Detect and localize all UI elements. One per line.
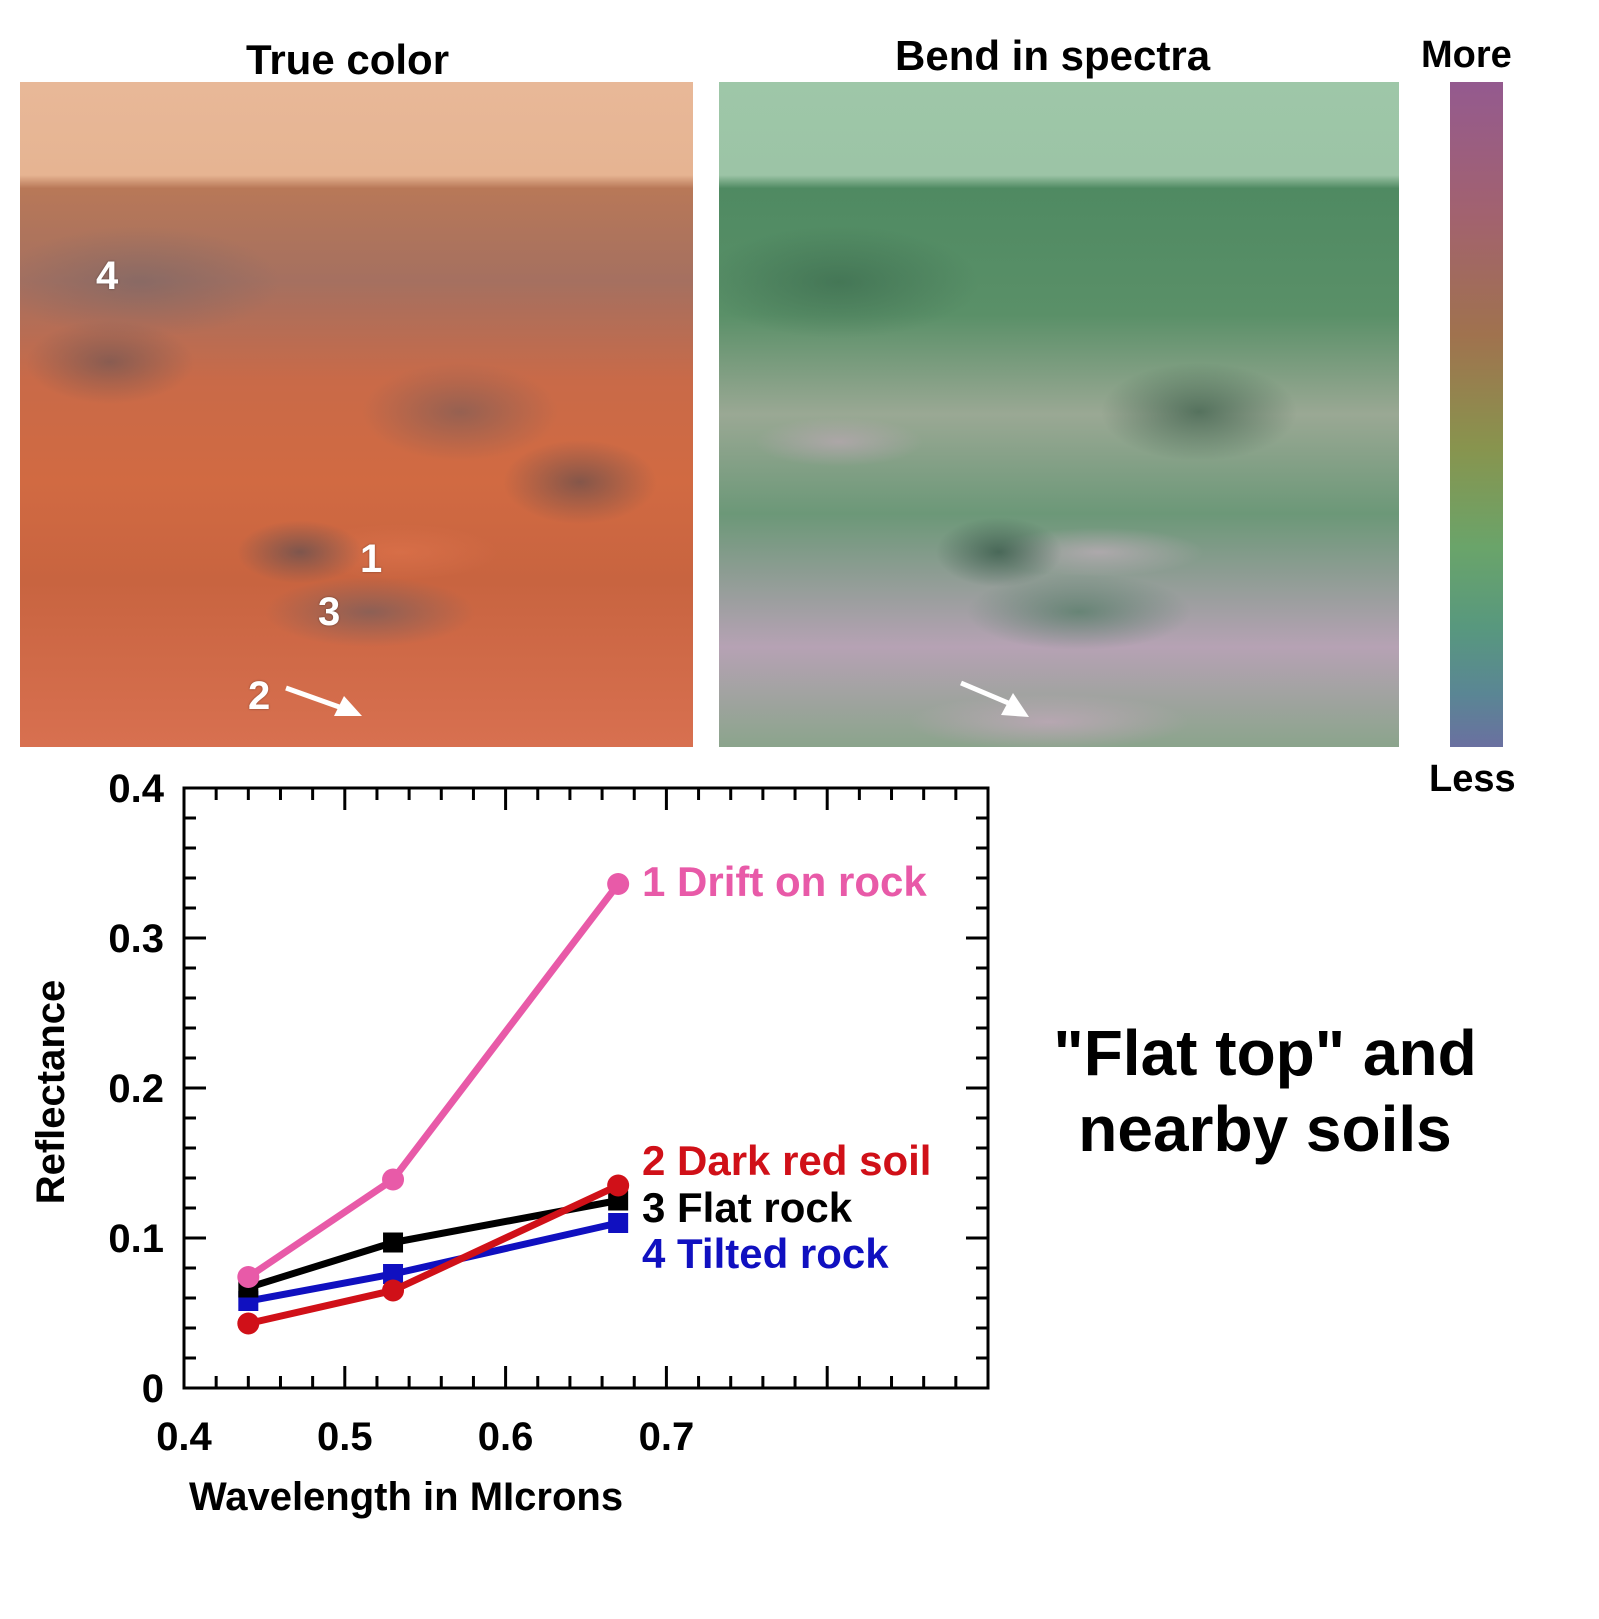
legend-label: 2 Dark red soil: [642, 1137, 931, 1184]
legend-label: 1 Drift on rock: [642, 858, 927, 905]
bend-in-spectra-image: [719, 82, 1399, 747]
caption-line-1: "Flat top" and: [1053, 1017, 1477, 1089]
bend-in-spectra-title: Bend in spectra: [895, 32, 1211, 79]
x-axis-label: Wavelength in MIcrons: [189, 1475, 623, 1519]
data-point: [237, 1266, 260, 1288]
data-point: [608, 1213, 629, 1233]
caption: "Flat top" and nearby soils: [1030, 1015, 1500, 1167]
label-3: 3: [318, 590, 341, 634]
label-4: 4: [96, 254, 119, 298]
y-tick-label: 0.4: [108, 767, 164, 811]
legend-label: 3 Flat rock: [642, 1184, 853, 1231]
x-tick-label: 0.4: [156, 1415, 212, 1459]
y-tick-label: 0.2: [108, 1067, 164, 1111]
arrow-icon: [285, 685, 362, 716]
caption-line-2: nearby soils: [1078, 1093, 1452, 1165]
y-axis-label: Reflectance: [29, 980, 73, 1205]
label-2: 2: [248, 674, 271, 718]
y-tick-label: 0: [142, 1367, 164, 1411]
y-tick-label: 0.1: [108, 1217, 164, 1261]
x-tick-label: 0.5: [317, 1415, 373, 1459]
data-point: [382, 1168, 405, 1191]
data-point: [382, 1279, 405, 1302]
series-line: [247, 1182, 620, 1327]
series-line: [246, 881, 621, 1280]
data-point: [607, 1174, 630, 1197]
data-point: [608, 1190, 629, 1211]
colorbar: [1450, 82, 1503, 747]
data-point: [383, 1264, 404, 1284]
data-point: [607, 873, 630, 895]
true-color-image: 4 1 3 2: [20, 82, 693, 747]
colorbar-more-label: More: [1421, 34, 1512, 76]
legend-label: 4 Tilted rock: [642, 1230, 889, 1277]
true-color-title: True color: [246, 36, 450, 83]
x-tick-label: 0.7: [639, 1415, 695, 1459]
x-tick-label: 0.6: [478, 1415, 534, 1459]
arrow-icon: [960, 680, 1029, 717]
data-point: [237, 1312, 260, 1335]
colorbar-less-label: Less: [1429, 758, 1516, 800]
data-point: [383, 1232, 404, 1253]
label-1: 1: [360, 537, 383, 581]
y-tick-label: 0.3: [108, 917, 164, 961]
